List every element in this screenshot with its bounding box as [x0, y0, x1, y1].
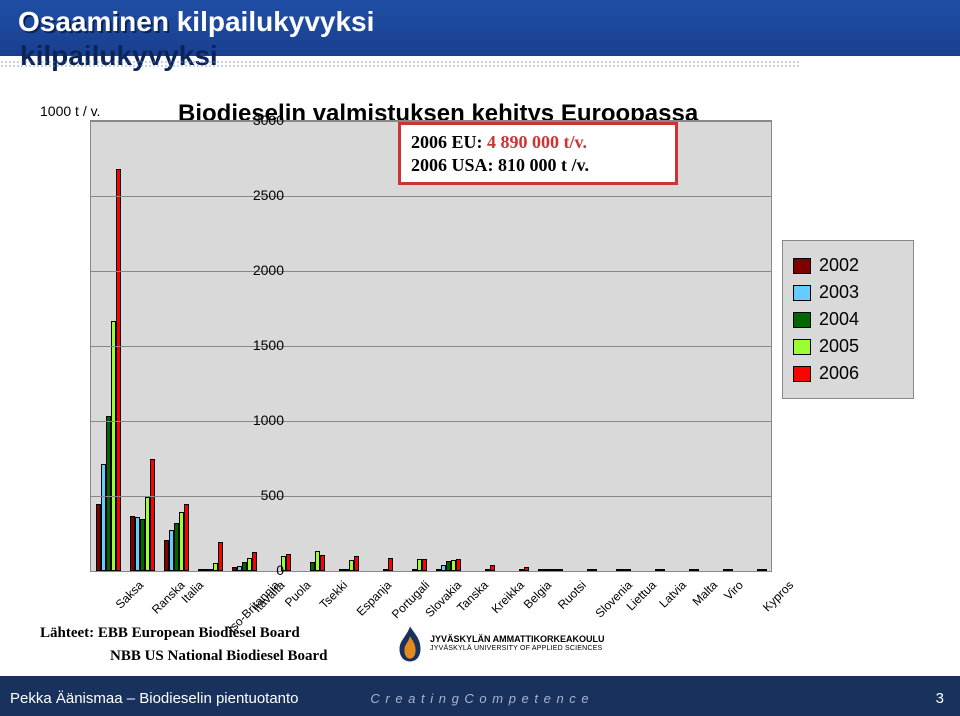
bar	[218, 542, 223, 571]
legend-swatch	[793, 285, 811, 301]
x-tick-label: Kypros	[760, 578, 796, 614]
y-tick-label: 3000	[244, 112, 284, 128]
logo-text: JYVÄSKYLÄN AMMATTIKORKEAKOULU JYVÄSKYLÄ …	[430, 635, 605, 653]
x-tick-label: Belgia	[521, 578, 554, 611]
gridline	[91, 346, 771, 347]
footer-page-number: 3	[936, 690, 944, 707]
y-tick-label: 2000	[244, 262, 284, 278]
footer-center-text: C r e a t i n g C o m p e t e n c e	[0, 691, 960, 706]
legend-swatch	[793, 366, 811, 382]
legend-swatch	[793, 312, 811, 328]
x-tick-label: Viro	[721, 578, 746, 603]
plot-area	[90, 120, 772, 572]
legend-swatch	[793, 339, 811, 355]
x-tick-label: Portugali	[389, 578, 432, 621]
header-decor-dots	[0, 60, 800, 68]
y-tick-label: 1000	[244, 412, 284, 428]
x-tick-label: Puola	[282, 578, 314, 610]
legend-label: 2006	[819, 363, 859, 384]
x-tick-label: Tsekki	[317, 578, 350, 611]
bar	[286, 554, 291, 571]
legend-label: 2005	[819, 336, 859, 357]
legend-item: 2003	[793, 282, 903, 303]
legend-item: 2006	[793, 363, 903, 384]
x-tick-label: Espanja	[354, 578, 395, 619]
info-line-2: 2006 USA: 810 000 t /v.	[411, 154, 665, 177]
bar	[354, 556, 359, 571]
page-title: Osaaminen kilpailukyvyksi Osaaminen kilp…	[18, 6, 374, 38]
gridline	[91, 196, 771, 197]
legend-swatch	[793, 258, 811, 274]
legend-item: 2002	[793, 255, 903, 276]
source-line-2: NBB US National Biodiesel Board	[110, 648, 328, 665]
y-tick-label: 1500	[244, 337, 284, 353]
bar	[422, 559, 427, 571]
chart-legend: 2002 2003 2004 2005 2006	[782, 240, 914, 399]
flame-icon	[396, 625, 424, 663]
info-box: 2006 EU: 4 890 000 t/v. 2006 USA: 810 00…	[398, 122, 678, 185]
bar	[456, 559, 461, 571]
x-tick-label: Ruotsi	[555, 578, 589, 612]
x-tick-label: Latvia	[656, 578, 689, 611]
university-logo: JYVÄSKYLÄN AMMATTIKORKEAKOULU JYVÄSKYLÄ …	[396, 620, 605, 668]
y-axis-label: 1000 t / v.	[40, 103, 100, 119]
source-line-1: Lähteet: EBB European Biodiesel Board	[40, 625, 300, 642]
bar	[116, 169, 121, 571]
legend-item: 2004	[793, 309, 903, 330]
legend-label: 2002	[819, 255, 859, 276]
bar	[320, 555, 325, 572]
y-tick-label: 2500	[244, 187, 284, 203]
gridline	[91, 496, 771, 497]
bar	[184, 504, 189, 572]
gridline	[91, 421, 771, 422]
y-tick-label: 500	[244, 487, 284, 503]
gridline	[91, 271, 771, 272]
x-tick-label: Kreikka	[489, 578, 527, 616]
info-line-1: 2006 EU: 4 890 000 t/v.	[411, 131, 665, 154]
legend-item: 2005	[793, 336, 903, 357]
bar	[150, 459, 155, 571]
bar	[388, 558, 393, 572]
x-tick-label: Saksa	[113, 578, 146, 611]
legend-label: 2004	[819, 309, 859, 330]
legend-label: 2003	[819, 282, 859, 303]
x-tick-label: Malta	[690, 578, 721, 609]
